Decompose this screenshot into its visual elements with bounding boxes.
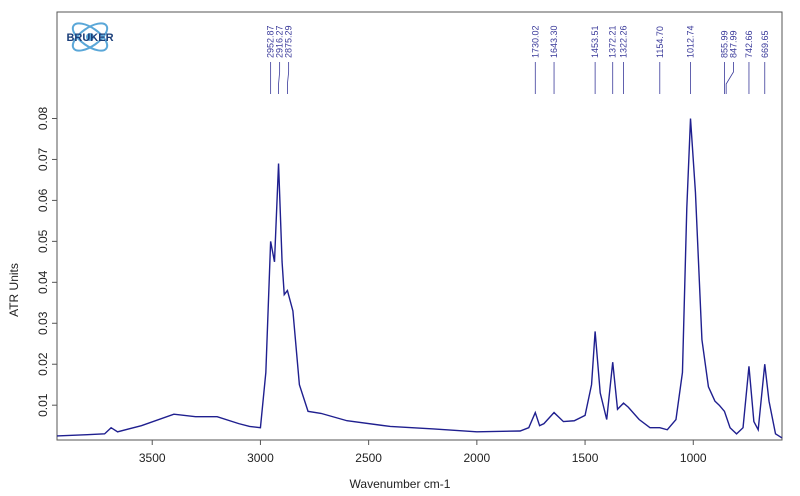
y-tick-label: 0.03 [36,311,50,335]
x-tick-label: 2500 [355,451,382,465]
x-tick-label: 1000 [680,451,707,465]
peak-label: 669.65 [760,30,770,58]
y-tick-label: 0.04 [36,270,50,294]
y-tick-label: 0.08 [36,106,50,130]
logo: BRUKER [66,22,114,52]
y-tick-label: 0.02 [36,352,50,376]
y-tick-label: 0.07 [36,147,50,171]
y-tick-label: 0.01 [36,393,50,417]
peak-label: 1372.21 [608,25,618,58]
y-axis-label: ATR Units [7,263,21,317]
peak-label: 742.66 [744,30,754,58]
peak-label: 847.99 [728,30,738,58]
peak-label: 2916.27 [275,25,285,58]
peak-marker [278,62,281,94]
peak-marker [725,62,734,94]
peak-label: 855.99 [719,30,729,58]
peak-label: 2875.29 [284,25,294,58]
peak-label: 1322.26 [619,25,629,58]
peak-label: 2952.87 [266,25,276,58]
logo-text: BRUKER [66,32,113,44]
plot-frame [56,11,783,441]
peak-marker [287,62,290,94]
x-tick-label: 2000 [463,451,490,465]
x-tick-label: 3500 [139,451,166,465]
peak-label: 1453.51 [590,25,600,58]
x-tick-label: 3000 [247,451,274,465]
y-tick-label: 0.05 [36,229,50,253]
peak-label: 1730.02 [530,25,540,58]
peak-label: 1643.30 [549,25,559,58]
x-tick-label: 1500 [572,451,599,465]
spectrum-line [56,118,783,439]
peak-label: 1012.74 [686,25,696,58]
peak-label: 1154.70 [655,26,665,58]
y-tick-label: 0.06 [36,188,50,212]
x-axis-label: Wavenumber cm-1 [350,477,451,491]
